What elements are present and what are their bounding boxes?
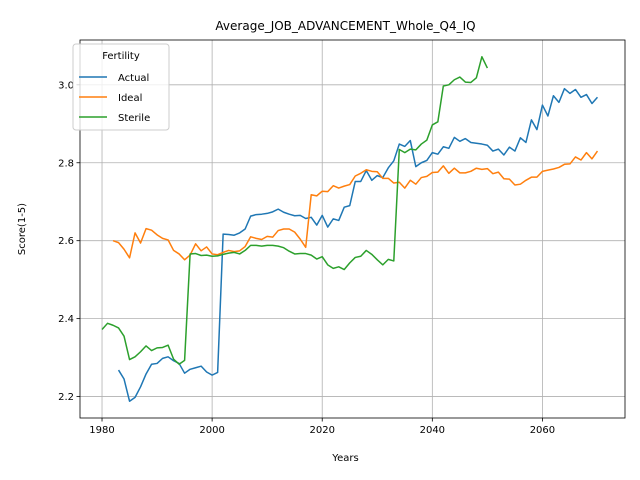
x-tick-label: 2000 [199,425,224,436]
x-tick-label: 2040 [420,425,445,436]
series-line-actual [117,87,599,402]
series-line-sterile [101,56,489,365]
y-tick-label: 2.8 [58,158,74,169]
x-tick-label: 2060 [530,425,555,436]
legend: Fertility Actual Ideal Sterile [72,43,170,131]
x-tick-label: 2020 [309,425,334,436]
legend-box [72,43,170,131]
y-tick-label: 2.2 [58,392,74,403]
series-layer [101,56,599,402]
tick-layer: 1980 2000 2020 2040 2060 2.2 2.4 2.6 2.8 3.0 [58,80,555,436]
grid-layer [80,40,625,418]
y-axis-label: Score(1-5) [17,203,28,255]
series-line-ideal [112,150,599,261]
legend-label-sterile: Sterile [118,113,150,124]
legend-label-ideal: Ideal [118,93,142,104]
legend-entries: Actual Ideal Sterile [79,73,150,124]
plot-frame [79,39,626,419]
y-tick-label: 3.0 [58,80,74,91]
x-tick-label: 1980 [89,425,114,436]
legend-title: Fertility [102,51,140,62]
y-tick-label: 2.4 [58,314,74,325]
legend-label-actual: Actual [118,73,149,84]
y-tick-label: 2.6 [58,236,74,247]
chart-title: Average_JOB_ADVANCEMENT_Whole_Q4_IQ [215,19,475,33]
x-axis-label: Years [331,453,358,464]
